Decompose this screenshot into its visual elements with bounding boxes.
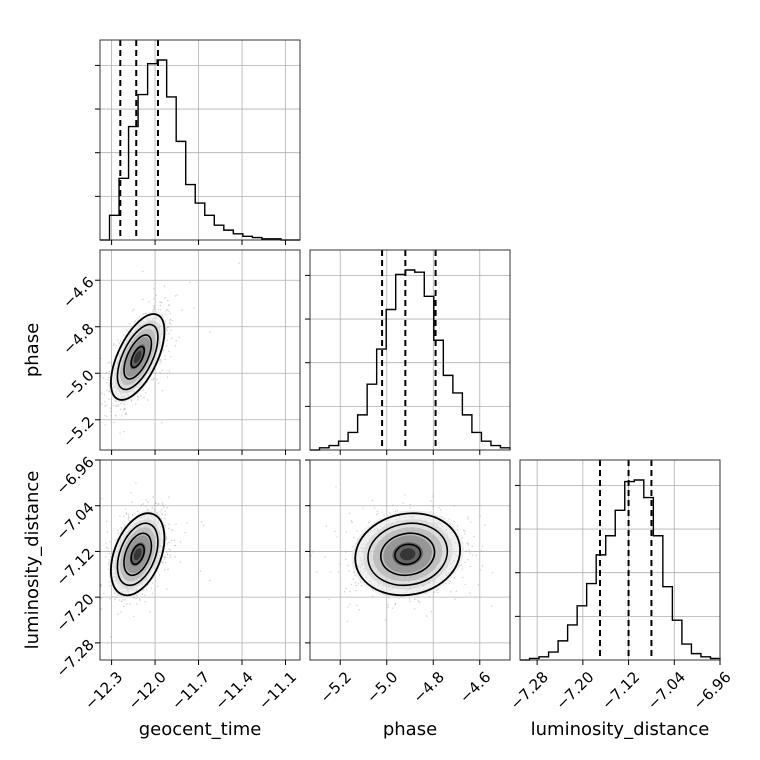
y-tick-label: −7.12 bbox=[52, 544, 97, 589]
histogram-step bbox=[520, 479, 721, 661]
density-fill bbox=[399, 548, 416, 561]
y-axis-title: luminosity_distance bbox=[22, 471, 43, 650]
x-tick-label: −6.96 bbox=[690, 668, 735, 713]
contour-line bbox=[130, 543, 146, 566]
hist-panel-geocent_time bbox=[95, 39, 301, 245]
hist-panel-phase bbox=[305, 249, 511, 455]
y-tick-label: −5.2 bbox=[59, 413, 97, 451]
x-tick-label: −12.3 bbox=[81, 668, 126, 713]
histogram-step bbox=[100, 59, 300, 241]
contour-line bbox=[116, 522, 159, 587]
y-tick-label: −7.04 bbox=[52, 499, 97, 544]
panel-frame bbox=[309, 459, 511, 661]
y-tick-label: −7.20 bbox=[52, 590, 97, 635]
contour-line bbox=[123, 334, 153, 380]
panel-content bbox=[310, 460, 510, 660]
x-tick-label: −7.28 bbox=[507, 668, 552, 713]
scatter-panel-phase-luminosity_distance bbox=[305, 459, 511, 665]
hist-panel-luminosity_distance bbox=[515, 459, 721, 665]
y-tick-label: −6.96 bbox=[52, 453, 97, 498]
panel-frame bbox=[519, 459, 721, 661]
contour-line bbox=[110, 512, 166, 597]
x-tick-label: −11.4 bbox=[212, 668, 257, 713]
x-tick-label: −4.8 bbox=[410, 668, 448, 706]
contour-line bbox=[110, 313, 166, 401]
panel-frame bbox=[99, 39, 301, 241]
panel-content bbox=[100, 460, 300, 660]
panel-content bbox=[100, 250, 300, 450]
x-tick-label: −11.1 bbox=[255, 668, 300, 713]
x-tick-label: −5.0 bbox=[363, 668, 401, 706]
panel-frame bbox=[99, 459, 301, 661]
contour-line bbox=[367, 522, 449, 587]
x-tick-label: −11.7 bbox=[168, 668, 213, 713]
panel-frame bbox=[99, 249, 301, 451]
density-fill bbox=[133, 350, 142, 364]
y-tick-label: −4.6 bbox=[59, 273, 97, 311]
scatter-panel-geocent_time-phase bbox=[95, 249, 301, 455]
contour-line bbox=[380, 532, 436, 577]
scatter-panel-geocent_time-luminosity_distance bbox=[95, 459, 301, 665]
x-axis-title: phase bbox=[383, 719, 437, 740]
y-axis-title: phase bbox=[22, 323, 43, 377]
y-tick-label: −7.28 bbox=[52, 636, 97, 681]
y-tick-label: −4.8 bbox=[59, 320, 97, 358]
contour-line bbox=[354, 512, 462, 597]
x-tick-label: −5.2 bbox=[316, 668, 354, 706]
contour-line bbox=[123, 532, 153, 577]
density-fill bbox=[133, 548, 142, 561]
y-tick-label: −5.0 bbox=[59, 366, 97, 404]
x-tick-label: −12.0 bbox=[125, 668, 170, 713]
contour-line bbox=[130, 345, 146, 369]
contour-line bbox=[394, 543, 422, 566]
x-tick-label: −7.20 bbox=[552, 668, 597, 713]
x-tick-label: −4.6 bbox=[456, 668, 494, 706]
contour-line bbox=[116, 323, 159, 391]
x-tick-label: −7.04 bbox=[644, 668, 689, 713]
histogram-step bbox=[310, 269, 511, 451]
x-axis-title: luminosity_distance bbox=[531, 719, 710, 740]
x-tick-label: −7.12 bbox=[598, 668, 643, 713]
panel-frame bbox=[309, 249, 511, 451]
x-axis-title: geocent_time bbox=[139, 719, 262, 740]
